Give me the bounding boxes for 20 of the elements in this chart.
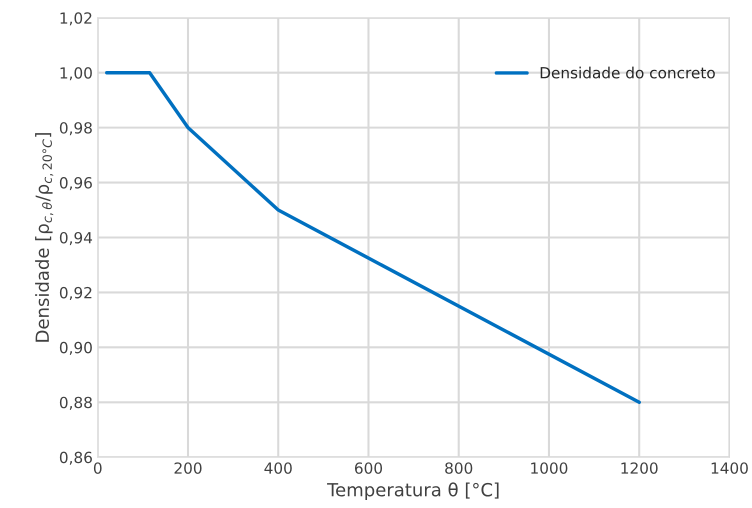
y-tick-label: 0,94 [60,232,92,246]
y-tick-label: 0,86 [60,452,92,465]
y-tick-label: 0,88 [60,396,92,410]
y-tick-label: 0,96 [60,177,92,190]
x-tick-label: 800 [445,462,472,474]
x-tick-label: 1200 [621,462,658,474]
legend-label: Densidade do concreto [540,66,715,79]
y-tick-label: 0,92 [60,286,92,300]
x-tick-label: 1000 [531,462,568,474]
y-tick-label: 1,02 [60,12,92,26]
y-tick-label: 0,98 [60,122,92,136]
x-tick-label: 1400 [712,462,748,474]
x-tick-label: 200 [174,462,202,474]
y-axis-title: Densidade [ρ$_{c,θ}$/ρ$_{c,20°C}$] [35,133,54,342]
x-tick-label: 0 [94,462,102,474]
x-tick-label: 600 [354,462,382,474]
x-tick-label: 400 [264,462,292,474]
x-axis-title: Temperatura θ [°C] [327,482,499,500]
y-tick-label: 1,00 [60,67,92,80]
y-tick-label: 0,90 [60,342,92,355]
